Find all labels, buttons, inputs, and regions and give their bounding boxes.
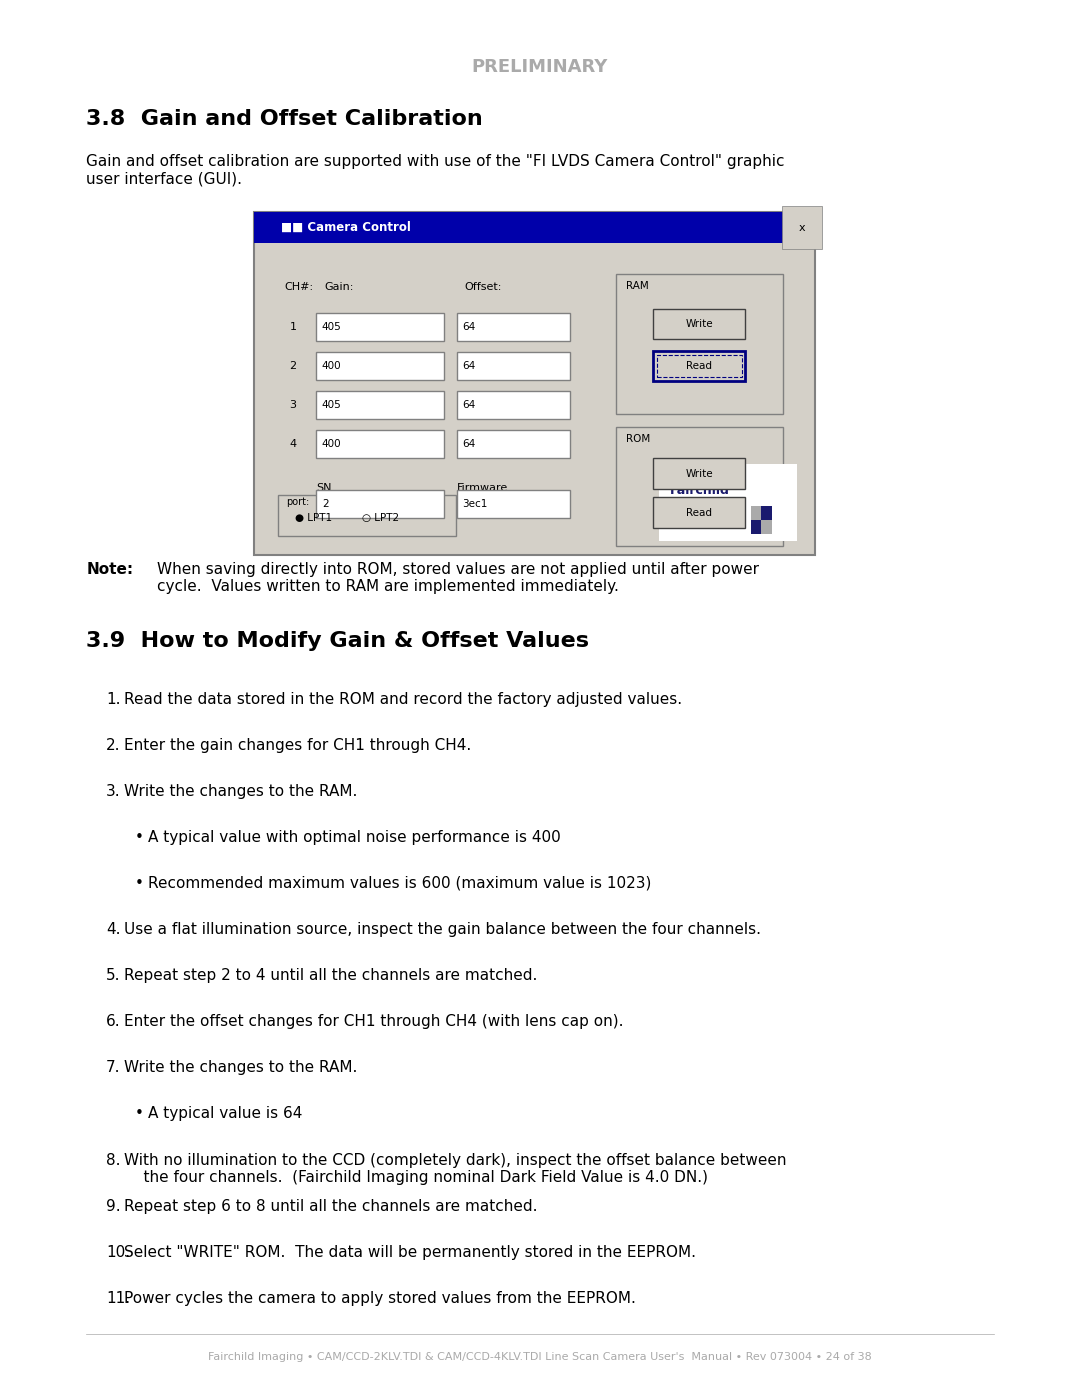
Text: 3.8  Gain and Offset Calibration: 3.8 Gain and Offset Calibration bbox=[86, 109, 483, 129]
Text: 2.: 2. bbox=[106, 738, 120, 753]
Text: Fairchild: Fairchild bbox=[670, 485, 729, 497]
Text: 9.: 9. bbox=[106, 1199, 121, 1214]
FancyBboxPatch shape bbox=[616, 274, 783, 414]
Text: 5.: 5. bbox=[106, 968, 120, 983]
Text: Enter the gain changes for CH1 through CH4.: Enter the gain changes for CH1 through C… bbox=[124, 738, 472, 753]
FancyBboxPatch shape bbox=[616, 427, 783, 546]
Text: 4.: 4. bbox=[106, 922, 120, 937]
Text: Imaging: Imaging bbox=[670, 513, 727, 525]
Text: •: • bbox=[135, 876, 144, 891]
FancyBboxPatch shape bbox=[278, 495, 456, 536]
Text: When saving directly into ROM, stored values are not applied until after power
c: When saving directly into ROM, stored va… bbox=[157, 562, 758, 594]
Text: •: • bbox=[135, 1106, 144, 1122]
Text: 64: 64 bbox=[462, 321, 475, 332]
Text: Read the data stored in the ROM and record the factory adjusted values.: Read the data stored in the ROM and reco… bbox=[124, 692, 683, 707]
Text: ROM: ROM bbox=[626, 434, 650, 444]
Text: Enter the offset changes for CH1 through CH4 (with lens cap on).: Enter the offset changes for CH1 through… bbox=[124, 1014, 624, 1030]
FancyBboxPatch shape bbox=[254, 212, 815, 555]
Text: 11.: 11. bbox=[106, 1291, 130, 1306]
Text: A typical value is 64: A typical value is 64 bbox=[148, 1106, 302, 1122]
Text: 3ec1: 3ec1 bbox=[462, 499, 487, 510]
FancyBboxPatch shape bbox=[653, 458, 745, 489]
Text: 4: 4 bbox=[289, 439, 297, 450]
Text: 10.: 10. bbox=[106, 1245, 130, 1260]
Text: Gain:: Gain: bbox=[324, 282, 353, 292]
Text: Repeat step 6 to 8 until all the channels are matched.: Repeat step 6 to 8 until all the channel… bbox=[124, 1199, 538, 1214]
FancyBboxPatch shape bbox=[316, 313, 444, 341]
Text: 3.9  How to Modify Gain & Offset Values: 3.9 How to Modify Gain & Offset Values bbox=[86, 631, 590, 651]
Text: 2: 2 bbox=[322, 499, 328, 510]
Text: 2: 2 bbox=[289, 360, 297, 372]
FancyBboxPatch shape bbox=[457, 391, 570, 419]
Text: 64: 64 bbox=[462, 360, 475, 372]
Text: ○ LPT2: ○ LPT2 bbox=[362, 513, 399, 524]
Text: 400: 400 bbox=[322, 439, 341, 450]
Text: Write: Write bbox=[686, 319, 713, 330]
Text: Fairchild Imaging • CAM/CCD-2KLV.TDI & CAM/CCD-4KLV.TDI Line Scan Camera User's : Fairchild Imaging • CAM/CCD-2KLV.TDI & C… bbox=[208, 1352, 872, 1362]
Text: 6.: 6. bbox=[106, 1014, 121, 1030]
Text: Read: Read bbox=[686, 507, 713, 518]
Text: Repeat step 2 to 4 until all the channels are matched.: Repeat step 2 to 4 until all the channel… bbox=[124, 968, 538, 983]
FancyBboxPatch shape bbox=[316, 391, 444, 419]
Text: With no illumination to the CCD (completely dark), inspect the offset balance be: With no illumination to the CCD (complet… bbox=[124, 1153, 786, 1185]
Text: •: • bbox=[135, 830, 144, 845]
Text: Offset:: Offset: bbox=[464, 282, 502, 292]
Text: 1.: 1. bbox=[106, 692, 120, 707]
FancyBboxPatch shape bbox=[457, 313, 570, 341]
Text: Use a flat illumination source, inspect the gain balance between the four channe: Use a flat illumination source, inspect … bbox=[124, 922, 761, 937]
FancyBboxPatch shape bbox=[653, 351, 745, 381]
FancyBboxPatch shape bbox=[457, 352, 570, 380]
Text: x: x bbox=[799, 222, 806, 233]
Bar bbox=[751, 520, 761, 534]
Text: Gain and offset calibration are supported with use of the "FI LVDS Camera Contro: Gain and offset calibration are supporte… bbox=[86, 154, 785, 186]
Text: Read: Read bbox=[686, 360, 713, 372]
Text: 3.: 3. bbox=[106, 784, 121, 799]
Text: Select "WRITE" ROM.  The data will be permanently stored in the EEPROM.: Select "WRITE" ROM. The data will be per… bbox=[124, 1245, 697, 1260]
Text: CH#:: CH#: bbox=[284, 282, 313, 292]
Text: 64: 64 bbox=[462, 439, 475, 450]
FancyBboxPatch shape bbox=[653, 497, 745, 528]
FancyBboxPatch shape bbox=[316, 490, 444, 518]
Text: 1: 1 bbox=[289, 321, 296, 332]
Text: 64: 64 bbox=[462, 400, 475, 411]
FancyBboxPatch shape bbox=[457, 490, 570, 518]
Bar bbox=[751, 506, 761, 520]
Text: RAM: RAM bbox=[626, 281, 649, 291]
Text: Power cycles the camera to apply stored values from the EEPROM.: Power cycles the camera to apply stored … bbox=[124, 1291, 636, 1306]
Text: Write: Write bbox=[686, 468, 713, 479]
Bar bbox=[761, 506, 772, 520]
Text: ■■ Camera Control: ■■ Camera Control bbox=[281, 221, 410, 235]
FancyBboxPatch shape bbox=[254, 212, 815, 243]
Text: 8.: 8. bbox=[106, 1153, 120, 1168]
Text: 7.: 7. bbox=[106, 1060, 120, 1076]
Text: 405: 405 bbox=[322, 321, 341, 332]
Text: Firmware: Firmware bbox=[457, 483, 508, 493]
Text: Write the changes to the RAM.: Write the changes to the RAM. bbox=[124, 784, 357, 799]
FancyBboxPatch shape bbox=[316, 430, 444, 458]
FancyBboxPatch shape bbox=[316, 352, 444, 380]
Text: Recommended maximum values is 600 (maximum value is 1023): Recommended maximum values is 600 (maxim… bbox=[148, 876, 651, 891]
Text: 400: 400 bbox=[322, 360, 341, 372]
Text: port:: port: bbox=[286, 497, 310, 507]
Text: PRELIMINARY: PRELIMINARY bbox=[472, 59, 608, 75]
Text: Write the changes to the RAM.: Write the changes to the RAM. bbox=[124, 1060, 357, 1076]
Bar bbox=[761, 520, 772, 534]
Text: A typical value with optimal noise performance is 400: A typical value with optimal noise perfo… bbox=[148, 830, 561, 845]
Text: Note:: Note: bbox=[86, 562, 134, 577]
Text: ● LPT1: ● LPT1 bbox=[295, 513, 332, 524]
FancyBboxPatch shape bbox=[653, 309, 745, 339]
Text: SN: SN bbox=[316, 483, 332, 493]
FancyBboxPatch shape bbox=[457, 430, 570, 458]
Text: 405: 405 bbox=[322, 400, 341, 411]
FancyBboxPatch shape bbox=[659, 464, 797, 541]
Text: 3: 3 bbox=[289, 400, 296, 411]
